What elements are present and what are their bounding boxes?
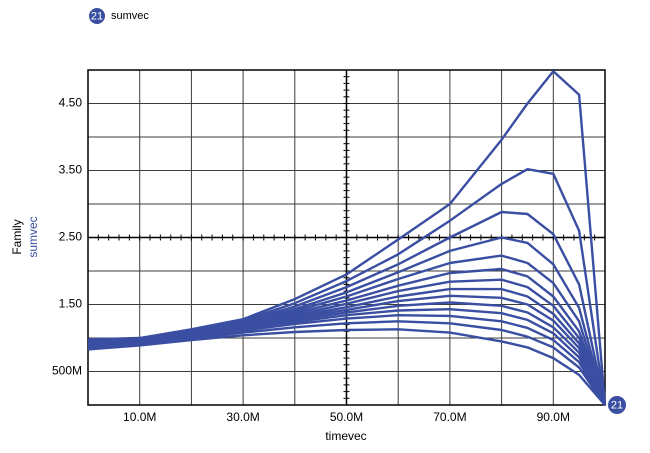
x-tick-label: 50.0M <box>330 410 363 424</box>
y-tick-label: 1.50 <box>59 297 83 311</box>
plot-frame <box>87 69 606 406</box>
legend: 21 sumvec <box>89 8 149 24</box>
end-marker: 21 <box>611 399 623 411</box>
legend-marker-bg <box>89 8 105 24</box>
legend-marker: 21 <box>91 10 103 22</box>
series-line <box>87 328 606 406</box>
series-line <box>87 320 606 406</box>
x-tick-label: 70.0M <box>433 410 466 424</box>
y-tick-label: 500M <box>52 364 82 378</box>
x-tick-label: 10.0M <box>123 410 156 424</box>
y-axis-label: Family <box>10 219 24 254</box>
y-axis-label-2: sumvec <box>26 216 40 257</box>
y-tick-label: 4.50 <box>59 96 83 110</box>
series-line <box>87 70 607 406</box>
y-tick-label: 3.50 <box>59 163 83 177</box>
x-tick-label: 90.0M <box>537 410 570 424</box>
end-marker-bg <box>608 396 626 414</box>
x-axis-label: timevec <box>325 429 366 443</box>
y-tick-label: 2.50 <box>59 230 83 244</box>
x-tick-label: 30.0M <box>226 410 259 424</box>
legend-label: sumvec <box>111 10 149 22</box>
series-line <box>87 314 607 406</box>
